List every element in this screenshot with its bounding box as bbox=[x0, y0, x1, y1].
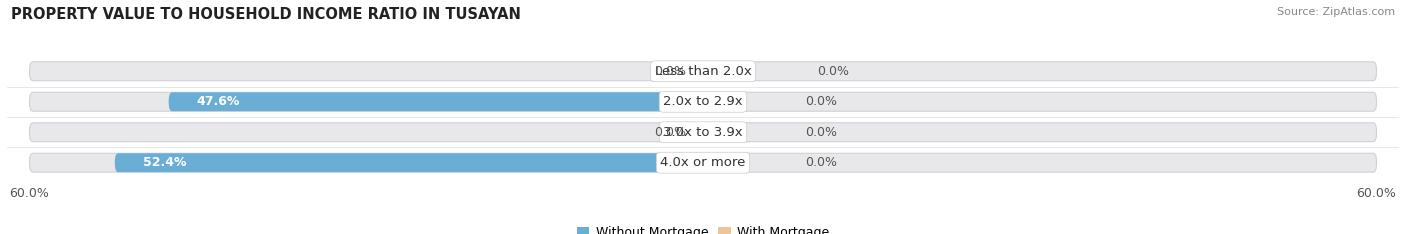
FancyBboxPatch shape bbox=[30, 92, 1376, 111]
Text: 0.0%: 0.0% bbox=[817, 65, 849, 78]
FancyBboxPatch shape bbox=[30, 123, 1376, 142]
Text: Less than 2.0x: Less than 2.0x bbox=[655, 65, 751, 78]
Text: Source: ZipAtlas.com: Source: ZipAtlas.com bbox=[1277, 7, 1395, 17]
Legend: Without Mortgage, With Mortgage: Without Mortgage, With Mortgage bbox=[572, 221, 834, 234]
Text: 0.0%: 0.0% bbox=[806, 156, 837, 169]
FancyBboxPatch shape bbox=[30, 153, 1376, 172]
Text: 0.0%: 0.0% bbox=[654, 65, 686, 78]
FancyBboxPatch shape bbox=[30, 62, 1376, 81]
FancyBboxPatch shape bbox=[169, 92, 703, 111]
Text: 0.0%: 0.0% bbox=[654, 126, 686, 139]
Text: 4.0x or more: 4.0x or more bbox=[661, 156, 745, 169]
Text: 3.0x to 3.9x: 3.0x to 3.9x bbox=[664, 126, 742, 139]
Text: 0.0%: 0.0% bbox=[806, 95, 837, 108]
FancyBboxPatch shape bbox=[115, 153, 703, 172]
Text: PROPERTY VALUE TO HOUSEHOLD INCOME RATIO IN TUSAYAN: PROPERTY VALUE TO HOUSEHOLD INCOME RATIO… bbox=[11, 7, 522, 22]
Text: 47.6%: 47.6% bbox=[197, 95, 240, 108]
Text: 0.0%: 0.0% bbox=[806, 126, 837, 139]
Text: 2.0x to 2.9x: 2.0x to 2.9x bbox=[664, 95, 742, 108]
Text: 52.4%: 52.4% bbox=[143, 156, 187, 169]
